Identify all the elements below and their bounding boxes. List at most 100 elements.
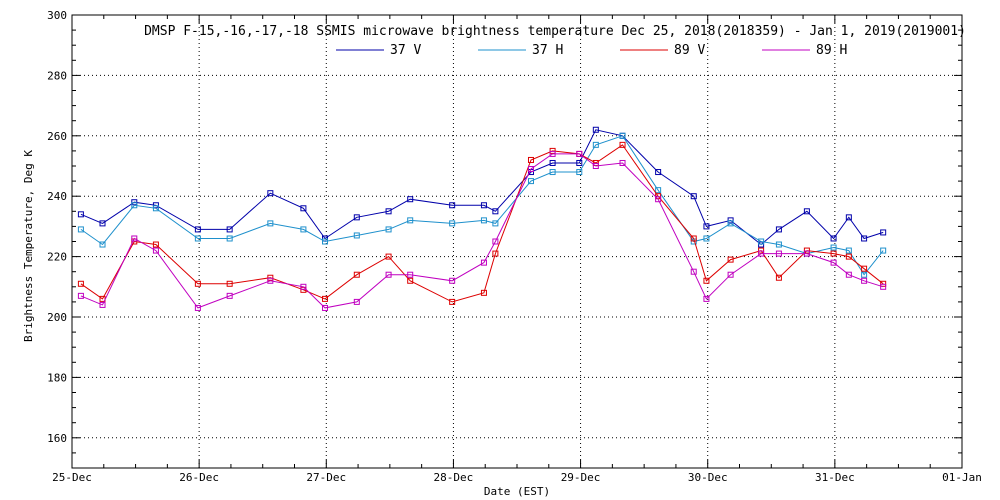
y-tick-label: 200 <box>47 311 67 324</box>
legend: 37 V 37 H 89 V 89 H <box>336 43 847 58</box>
y-axis-label: Brightness Temperature, Deg K <box>22 150 35 342</box>
data-point <box>830 244 837 251</box>
data-point <box>758 241 765 248</box>
data-point <box>845 271 852 278</box>
data-point <box>758 238 765 245</box>
data-point <box>131 202 138 209</box>
data-point <box>775 241 782 248</box>
data-point <box>576 169 583 176</box>
data-point <box>353 298 360 305</box>
data-point <box>861 235 868 242</box>
data-point <box>480 259 487 266</box>
data-point <box>703 295 710 302</box>
data-point <box>226 235 233 242</box>
axis-ticks: 160 180 200 220 240 260 280 300 25-Dec 26-Dec 27-D… <box>47 9 982 484</box>
data-point <box>385 208 392 215</box>
data-point <box>407 271 414 278</box>
plot-frame <box>71 14 963 469</box>
data-point <box>655 169 662 176</box>
data-point <box>99 220 106 227</box>
data-point <box>803 208 810 215</box>
x-tick-label: 27-Dec <box>306 471 346 484</box>
data-point <box>480 289 487 296</box>
data-point <box>803 250 810 257</box>
data-point <box>549 169 556 176</box>
data-point <box>861 265 868 272</box>
data-point <box>353 271 360 278</box>
data-point <box>480 202 487 209</box>
legend-item: 37 V <box>336 43 421 58</box>
data-point <box>194 280 201 287</box>
series-line <box>80 144 884 303</box>
data-point <box>592 126 599 133</box>
legend-label: 89 H <box>816 43 847 58</box>
y-tick-label: 260 <box>47 130 67 143</box>
legend-label: 37 H <box>532 43 563 58</box>
data-point <box>267 277 274 284</box>
data-point <box>549 150 556 157</box>
data-point <box>77 226 84 233</box>
data-point <box>385 253 392 260</box>
series-89-h <box>77 150 887 311</box>
data-point <box>592 141 599 148</box>
data-point <box>322 304 329 311</box>
data-point <box>576 159 583 166</box>
data-point <box>131 199 138 206</box>
series-line <box>80 135 884 276</box>
data-point <box>152 247 159 254</box>
data-point <box>226 226 233 233</box>
legend-label: 37 V <box>390 43 421 58</box>
data-point <box>322 238 329 245</box>
legend-item: 89 V <box>620 43 705 58</box>
data-point <box>449 220 456 227</box>
data-point <box>830 235 837 242</box>
data-point <box>690 268 697 275</box>
data-point <box>407 217 414 224</box>
y-tick-label: 160 <box>47 432 67 445</box>
data-point <box>152 202 159 209</box>
data-point <box>758 247 765 254</box>
data-point <box>619 159 626 166</box>
data-point <box>226 292 233 299</box>
series-group <box>77 126 887 311</box>
data-point <box>300 283 307 290</box>
data-point <box>880 229 887 236</box>
legend-item: 37 H <box>478 43 563 58</box>
legend-label: 89 V <box>674 43 705 58</box>
data-point <box>703 223 710 230</box>
data-point <box>385 226 392 233</box>
data-point <box>703 235 710 242</box>
data-point <box>880 283 887 290</box>
data-point <box>830 259 837 266</box>
data-point <box>194 226 201 233</box>
y-tick-label: 220 <box>47 251 67 264</box>
data-point <box>727 271 734 278</box>
data-point <box>194 235 201 242</box>
data-point <box>77 292 84 299</box>
data-point <box>99 301 106 308</box>
data-point <box>407 196 414 203</box>
x-tick-label: 26-Dec <box>179 471 219 484</box>
data-point <box>492 238 499 245</box>
series-line <box>80 153 884 309</box>
data-point <box>407 277 414 284</box>
data-point <box>703 277 710 284</box>
data-point <box>527 156 534 163</box>
data-point <box>727 256 734 263</box>
data-point <box>803 247 810 254</box>
chart-title: DMSP F-15,-16,-17,-18 SSMIS microwave br… <box>144 24 966 39</box>
data-point <box>152 205 159 212</box>
x-tick-label: 28-Dec <box>434 471 474 484</box>
data-point <box>353 232 360 239</box>
data-point <box>300 205 307 212</box>
data-point <box>758 250 765 257</box>
data-point <box>861 271 868 278</box>
data-point <box>322 295 329 302</box>
data-point <box>619 141 626 148</box>
data-point <box>492 250 499 257</box>
data-point <box>619 132 626 139</box>
data-point <box>655 196 662 203</box>
data-point <box>830 250 837 257</box>
data-point <box>527 166 534 173</box>
